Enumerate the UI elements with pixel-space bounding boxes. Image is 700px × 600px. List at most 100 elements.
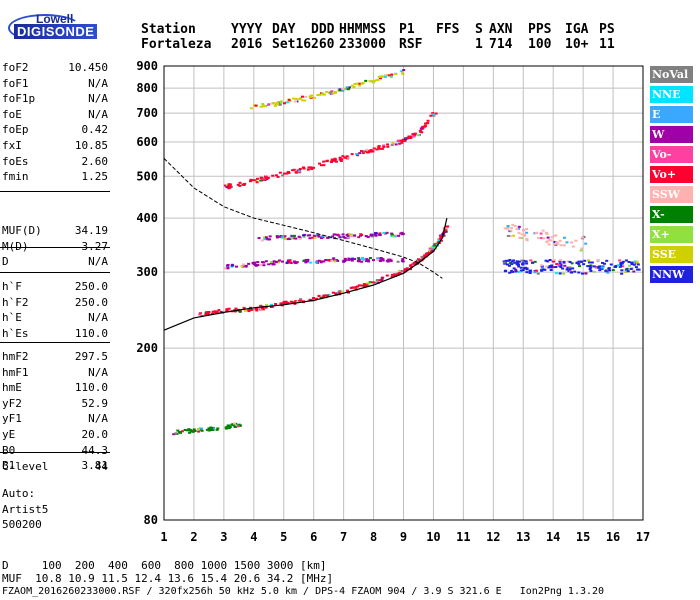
data-point xyxy=(579,249,583,252)
data-point xyxy=(290,301,294,304)
data-point xyxy=(555,241,559,244)
data-point xyxy=(295,171,299,174)
data-point xyxy=(382,144,386,147)
data-point xyxy=(549,266,553,269)
data-point xyxy=(375,279,379,282)
param-value: 52.9 xyxy=(81,396,109,410)
data-point xyxy=(541,268,545,271)
data-point xyxy=(200,427,204,430)
param-value: N/A xyxy=(88,311,108,325)
param-name: foF2 xyxy=(2,61,29,74)
data-point xyxy=(242,306,246,309)
data-point xyxy=(333,260,337,263)
y-tick-label: 700 xyxy=(136,106,158,120)
param-value: 250.0 xyxy=(74,295,108,309)
data-point xyxy=(322,164,326,167)
data-point xyxy=(292,237,296,240)
header-label: S xyxy=(475,22,483,37)
data-point xyxy=(440,234,444,237)
data-point xyxy=(262,261,266,264)
data-point xyxy=(505,227,509,230)
header-value: Set16 xyxy=(272,37,312,52)
data-point xyxy=(368,256,372,259)
data-point xyxy=(383,75,387,78)
data-point xyxy=(298,98,302,101)
legend-item: NNE xyxy=(650,86,693,103)
x-tick-label: 11 xyxy=(456,530,470,544)
param-value: 2.60 xyxy=(81,154,109,168)
data-point xyxy=(324,258,328,261)
data-point xyxy=(390,143,394,146)
data-point xyxy=(394,143,398,146)
data-point xyxy=(548,259,552,262)
data-point xyxy=(559,264,563,267)
data-point xyxy=(371,281,375,284)
data-point xyxy=(571,267,575,270)
data-point xyxy=(272,263,276,266)
data-point xyxy=(232,424,236,427)
data-point xyxy=(605,270,609,273)
data-point xyxy=(562,272,566,275)
data-point xyxy=(390,232,394,235)
data-point xyxy=(249,178,253,181)
data-point xyxy=(544,259,548,262)
x-tick-label: 14 xyxy=(546,530,560,544)
data-point xyxy=(286,259,290,262)
data-point xyxy=(525,262,529,265)
data-point xyxy=(522,259,526,262)
data-point xyxy=(399,139,403,142)
data-point xyxy=(443,230,447,233)
data-point xyxy=(314,261,318,264)
x-tick-label: 12 xyxy=(486,530,500,544)
data-point xyxy=(279,100,283,103)
data-point xyxy=(559,266,563,269)
data-point xyxy=(321,93,325,96)
header-label: YYYY xyxy=(231,22,263,37)
data-point xyxy=(366,236,370,239)
data-point xyxy=(274,302,278,305)
data-point xyxy=(503,227,507,230)
header-label: FFS xyxy=(436,22,460,37)
data-point xyxy=(375,148,379,151)
data-point xyxy=(371,259,375,262)
data-point xyxy=(198,313,202,316)
param-value: N/A xyxy=(88,255,108,269)
data-point xyxy=(256,261,260,264)
data-point xyxy=(406,136,410,139)
data-point xyxy=(552,258,556,261)
data-point xyxy=(362,285,366,288)
data-point xyxy=(260,239,264,242)
data-point xyxy=(260,307,264,310)
data-point xyxy=(503,270,507,273)
param-name: foE xyxy=(2,107,22,121)
data-point xyxy=(575,261,579,264)
data-point xyxy=(253,179,257,182)
data-point xyxy=(420,255,424,258)
data-point xyxy=(331,258,335,261)
data-point xyxy=(621,260,625,263)
data-point xyxy=(577,265,581,268)
data-point xyxy=(367,260,371,263)
data-point xyxy=(409,135,413,138)
data-point xyxy=(312,166,316,169)
data-point xyxy=(272,260,276,263)
data-point xyxy=(188,428,192,431)
x-tick-label: 13 xyxy=(516,530,530,544)
data-point xyxy=(302,236,306,239)
param-name: yF2 xyxy=(2,396,22,410)
data-point xyxy=(375,281,379,284)
data-point xyxy=(347,86,351,89)
data-point xyxy=(207,429,211,432)
data-point xyxy=(365,148,369,151)
data-point xyxy=(377,233,381,236)
data-point xyxy=(529,269,533,272)
data-point xyxy=(376,258,380,261)
data-point xyxy=(577,260,581,263)
header-label: AXN xyxy=(489,22,513,37)
data-point xyxy=(327,258,331,261)
param-row: h`F2 250.0 xyxy=(2,296,108,310)
data-point xyxy=(401,258,405,261)
data-point xyxy=(380,147,384,150)
data-point xyxy=(517,227,521,230)
